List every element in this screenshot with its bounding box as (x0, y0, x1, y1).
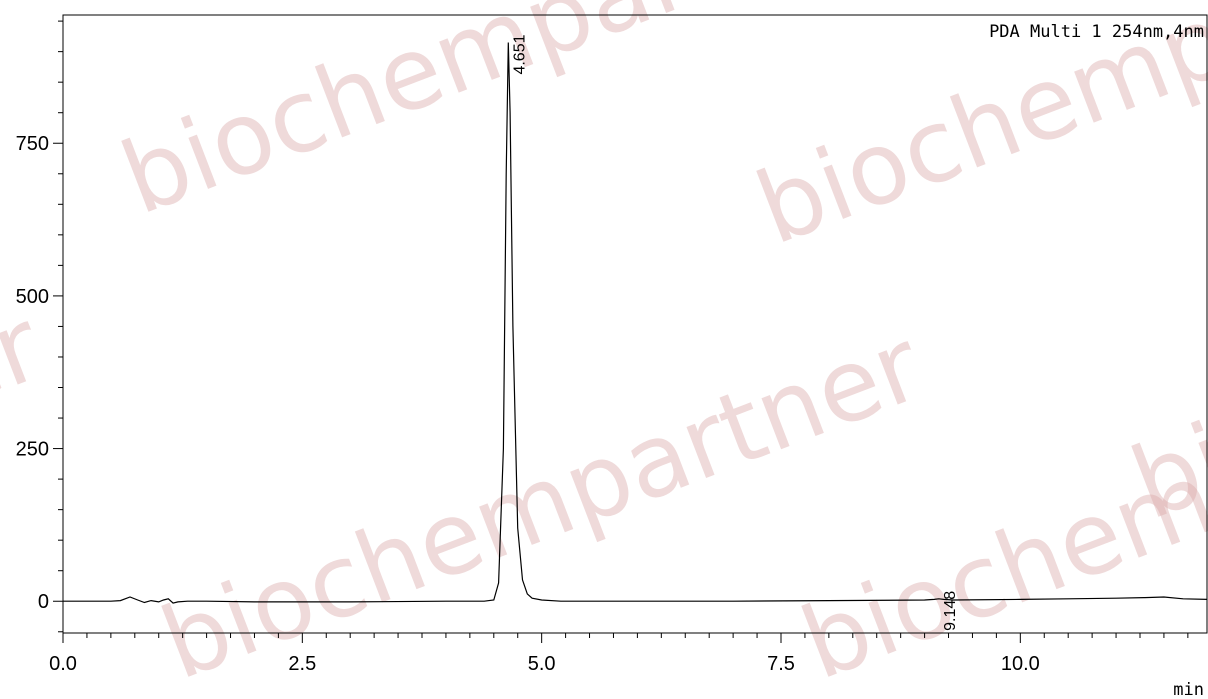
y-tick-label: 0 (38, 591, 49, 613)
watermark-text: biochempartner (0, 286, 57, 683)
x-tick-label: 5.0 (528, 653, 556, 675)
x-tick-label: 0.0 (49, 653, 77, 675)
x-axis-unit-label: min (1173, 680, 1204, 699)
x-tick-label: 7.5 (767, 653, 795, 675)
detector-label: PDA Multi 1 254nm,4nm (989, 22, 1204, 42)
y-tick-label: 750 (16, 133, 49, 155)
x-axis: 0.0 2.5 5.0 7.5 10.0 (49, 633, 1189, 675)
x-tick-label: 10.0 (1001, 653, 1040, 675)
plot-frame (62, 14, 1208, 634)
chromatogram-trace (63, 42, 1208, 604)
y-tick-label: 250 (16, 439, 49, 461)
series-layer (63, 42, 1208, 604)
x-tick-label: 2.5 (288, 653, 316, 675)
peak-label: 9.148 (942, 591, 959, 631)
peak-label: 4.651 (511, 34, 528, 74)
y-tick-label: 500 (16, 286, 49, 308)
y-axis: 0 250 500 750 (16, 20, 63, 633)
peak-labels: 4.651 9.148 (511, 34, 959, 630)
